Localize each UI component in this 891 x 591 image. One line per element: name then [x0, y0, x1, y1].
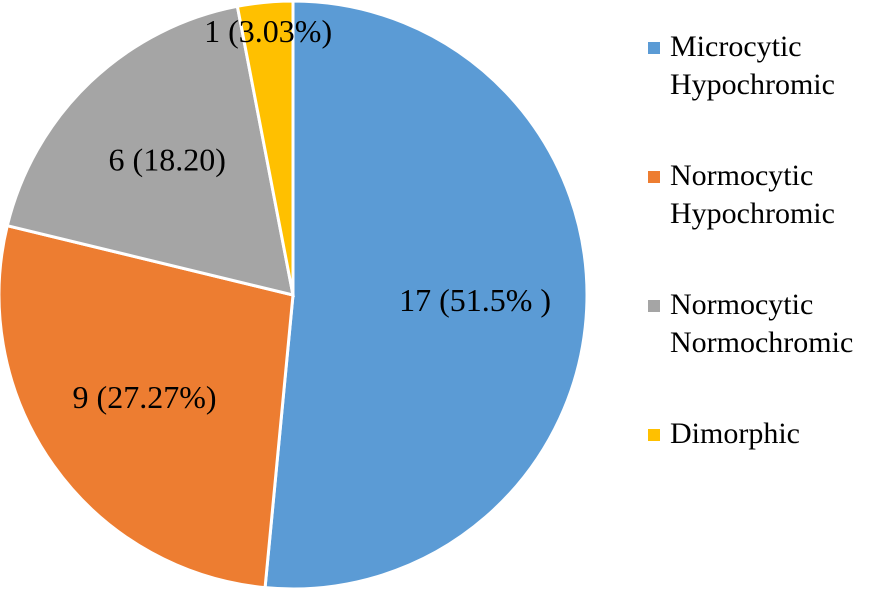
- legend-item: Dimorphic: [648, 415, 891, 544]
- data-label: 9 (27.27%): [73, 379, 217, 415]
- data-label: 17 (51.5% ): [399, 282, 551, 318]
- legend-label: Microcytic Hypochromic: [670, 30, 835, 101]
- legend-swatch: [648, 429, 660, 441]
- legend-swatch: [648, 300, 660, 312]
- legend: Microcytic Hypochromic Normocytic Hypochr…: [648, 28, 891, 544]
- legend-swatch: [648, 42, 660, 54]
- pie-slice: [263, 0, 589, 591]
- legend-label: Normocytic Hypochromic: [670, 159, 835, 230]
- data-label: 6 (18.20): [109, 141, 226, 177]
- legend-label: Normocytic Normochromic: [670, 288, 854, 359]
- legend-swatch: [648, 171, 660, 183]
- data-label: 1 (3.03%): [204, 13, 332, 49]
- pie-slice: [0, 223, 295, 590]
- legend-item: Normocytic Hypochromic: [648, 157, 891, 286]
- legend-item: Microcytic Hypochromic: [648, 28, 891, 157]
- pie-slice: [235, 0, 295, 296]
- legend-label: Dimorphic: [670, 417, 800, 450]
- legend-item: Normocytic Normochromic: [648, 286, 891, 415]
- pie-slice: [5, 4, 295, 298]
